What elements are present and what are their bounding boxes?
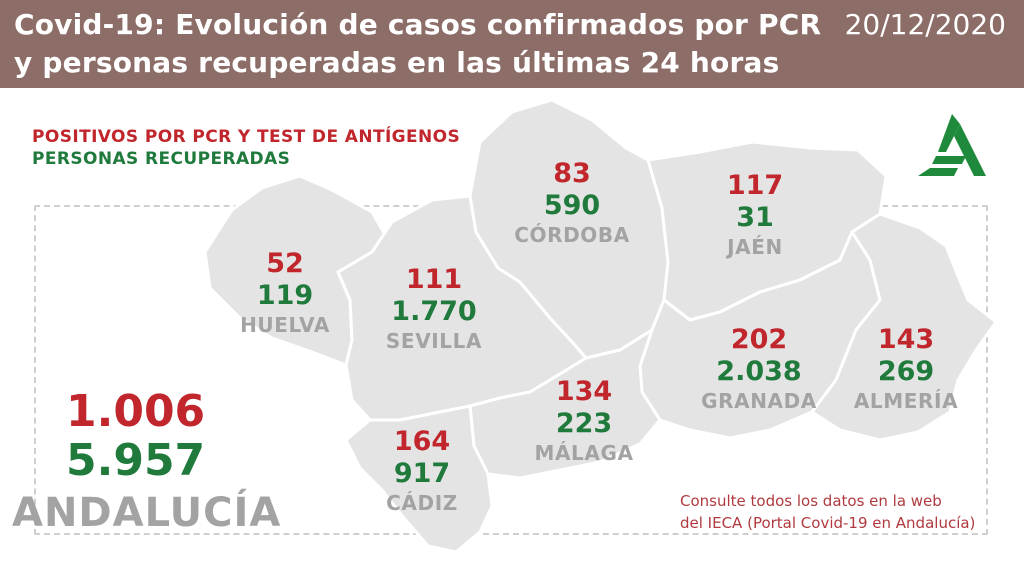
granada-name: GRANADA [701,389,817,413]
province-sevilla: 111 1.770 SEVILLA [372,264,496,354]
province-cordoba: 83 590 CÓRDOBA [502,158,642,248]
huelva-name: HUELVA [240,313,330,337]
granada-positives: 202 [730,324,788,355]
province-jaen: 117 31 JAÉN [700,170,810,260]
andalucia-map [203,98,998,554]
almeria-positives: 143 [877,324,935,355]
jaen-name: JAÉN [727,235,783,259]
footer-line-1: Consulte todos los datos en la web [680,492,942,510]
legend-recovered: PERSONAS RECUPERADAS [32,149,291,169]
province-cadiz: 164 917 CÁDIZ [372,426,472,516]
jaen-positives: 117 [726,170,784,201]
granada-recovered: 2.038 [716,356,802,387]
jaen-recovered: 31 [736,202,774,233]
region-name: ANDALUCÍA [12,490,282,536]
footer-note: Consulte todos los datos en la web del I… [680,490,975,534]
total-andalucia: 1.006 5.957 [66,388,205,486]
sevilla-positives: 111 [405,264,463,295]
malaga-name: MÁLAGA [534,441,634,465]
malaga-recovered: 223 [555,408,613,439]
cadiz-recovered: 917 [393,458,451,489]
province-almeria: 143 269 ALMERÍA [846,324,966,414]
huelva-recovered: 119 [256,280,314,311]
report-date: 20/12/2020 [844,8,1006,41]
cordoba-positives: 83 [553,158,591,189]
sevilla-name: SEVILLA [385,329,483,353]
cordoba-name: CÓRDOBA [514,223,630,247]
cadiz-name: CÁDIZ [386,491,458,515]
huelva-positives: 52 [266,248,304,279]
total-positives: 1.006 [66,386,206,437]
province-shape-almeria [810,212,998,442]
footer-line-2: del IECA (Portal Covid-19 en Andalucía) [680,514,976,532]
total-recovered: 5.957 [66,435,206,486]
page-title: Covid-19: Evolución de casos confirmados… [14,8,822,79]
province-huelva: 52 119 HUELVA [230,248,340,338]
sevilla-recovered: 1.770 [391,296,477,327]
province-shape-cadiz [344,404,494,554]
almeria-recovered: 269 [877,356,935,387]
province-shape-malaga [468,328,662,480]
province-granada: 202 2.038 GRANADA [692,324,826,414]
legend-positives: POSITIVOS POR PCR Y TEST DE ANTÍGENOS [32,127,461,147]
cordoba-recovered: 590 [543,190,601,221]
legend: POSITIVOS POR PCR Y TEST DE ANTÍGENOS PE… [32,126,460,170]
cadiz-positives: 164 [393,426,451,457]
province-malaga: 134 223 MÁLAGA [522,376,646,466]
header-bar: Covid-19: Evolución de casos confirmados… [0,0,1024,88]
junta-andalucia-logo-icon [918,114,986,176]
malaga-positives: 134 [555,376,613,407]
almeria-name: ALMERÍA [853,389,959,413]
